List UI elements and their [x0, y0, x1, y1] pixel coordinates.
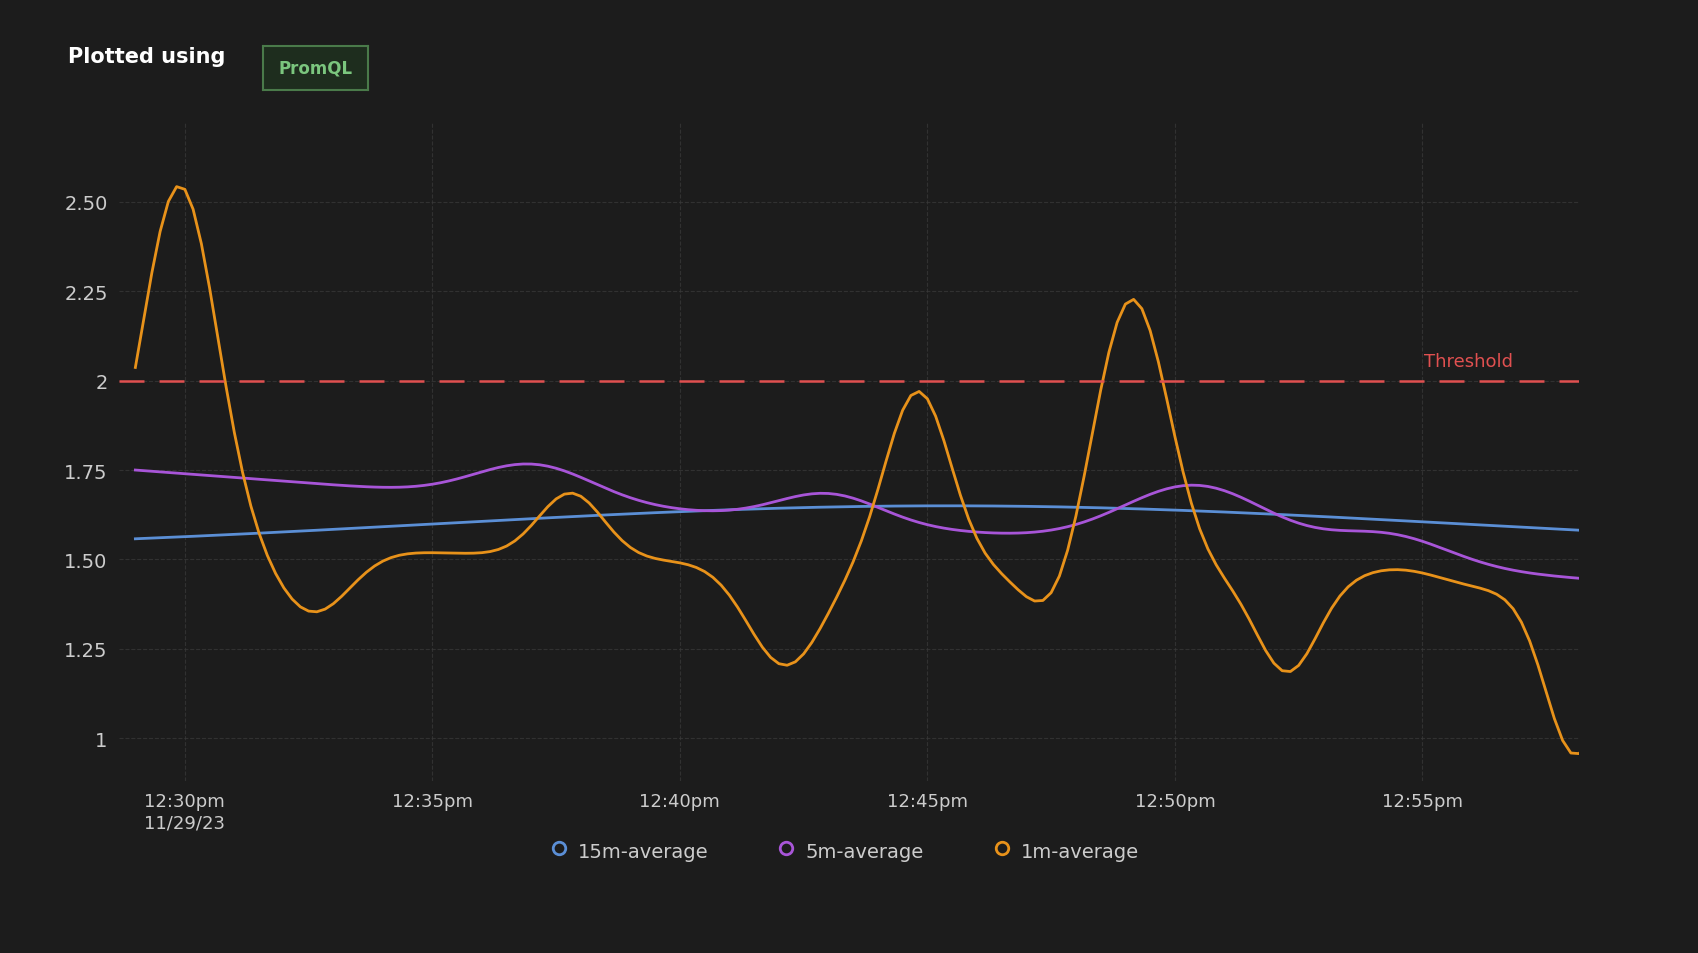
Legend: 15m-average, 5m-average, 1m-average: 15m-average, 5m-average, 1m-average: [550, 831, 1148, 870]
Text: PromQL: PromQL: [278, 60, 353, 77]
Text: Plotted using: Plotted using: [68, 47, 226, 67]
Text: Threshold: Threshold: [1425, 353, 1513, 371]
